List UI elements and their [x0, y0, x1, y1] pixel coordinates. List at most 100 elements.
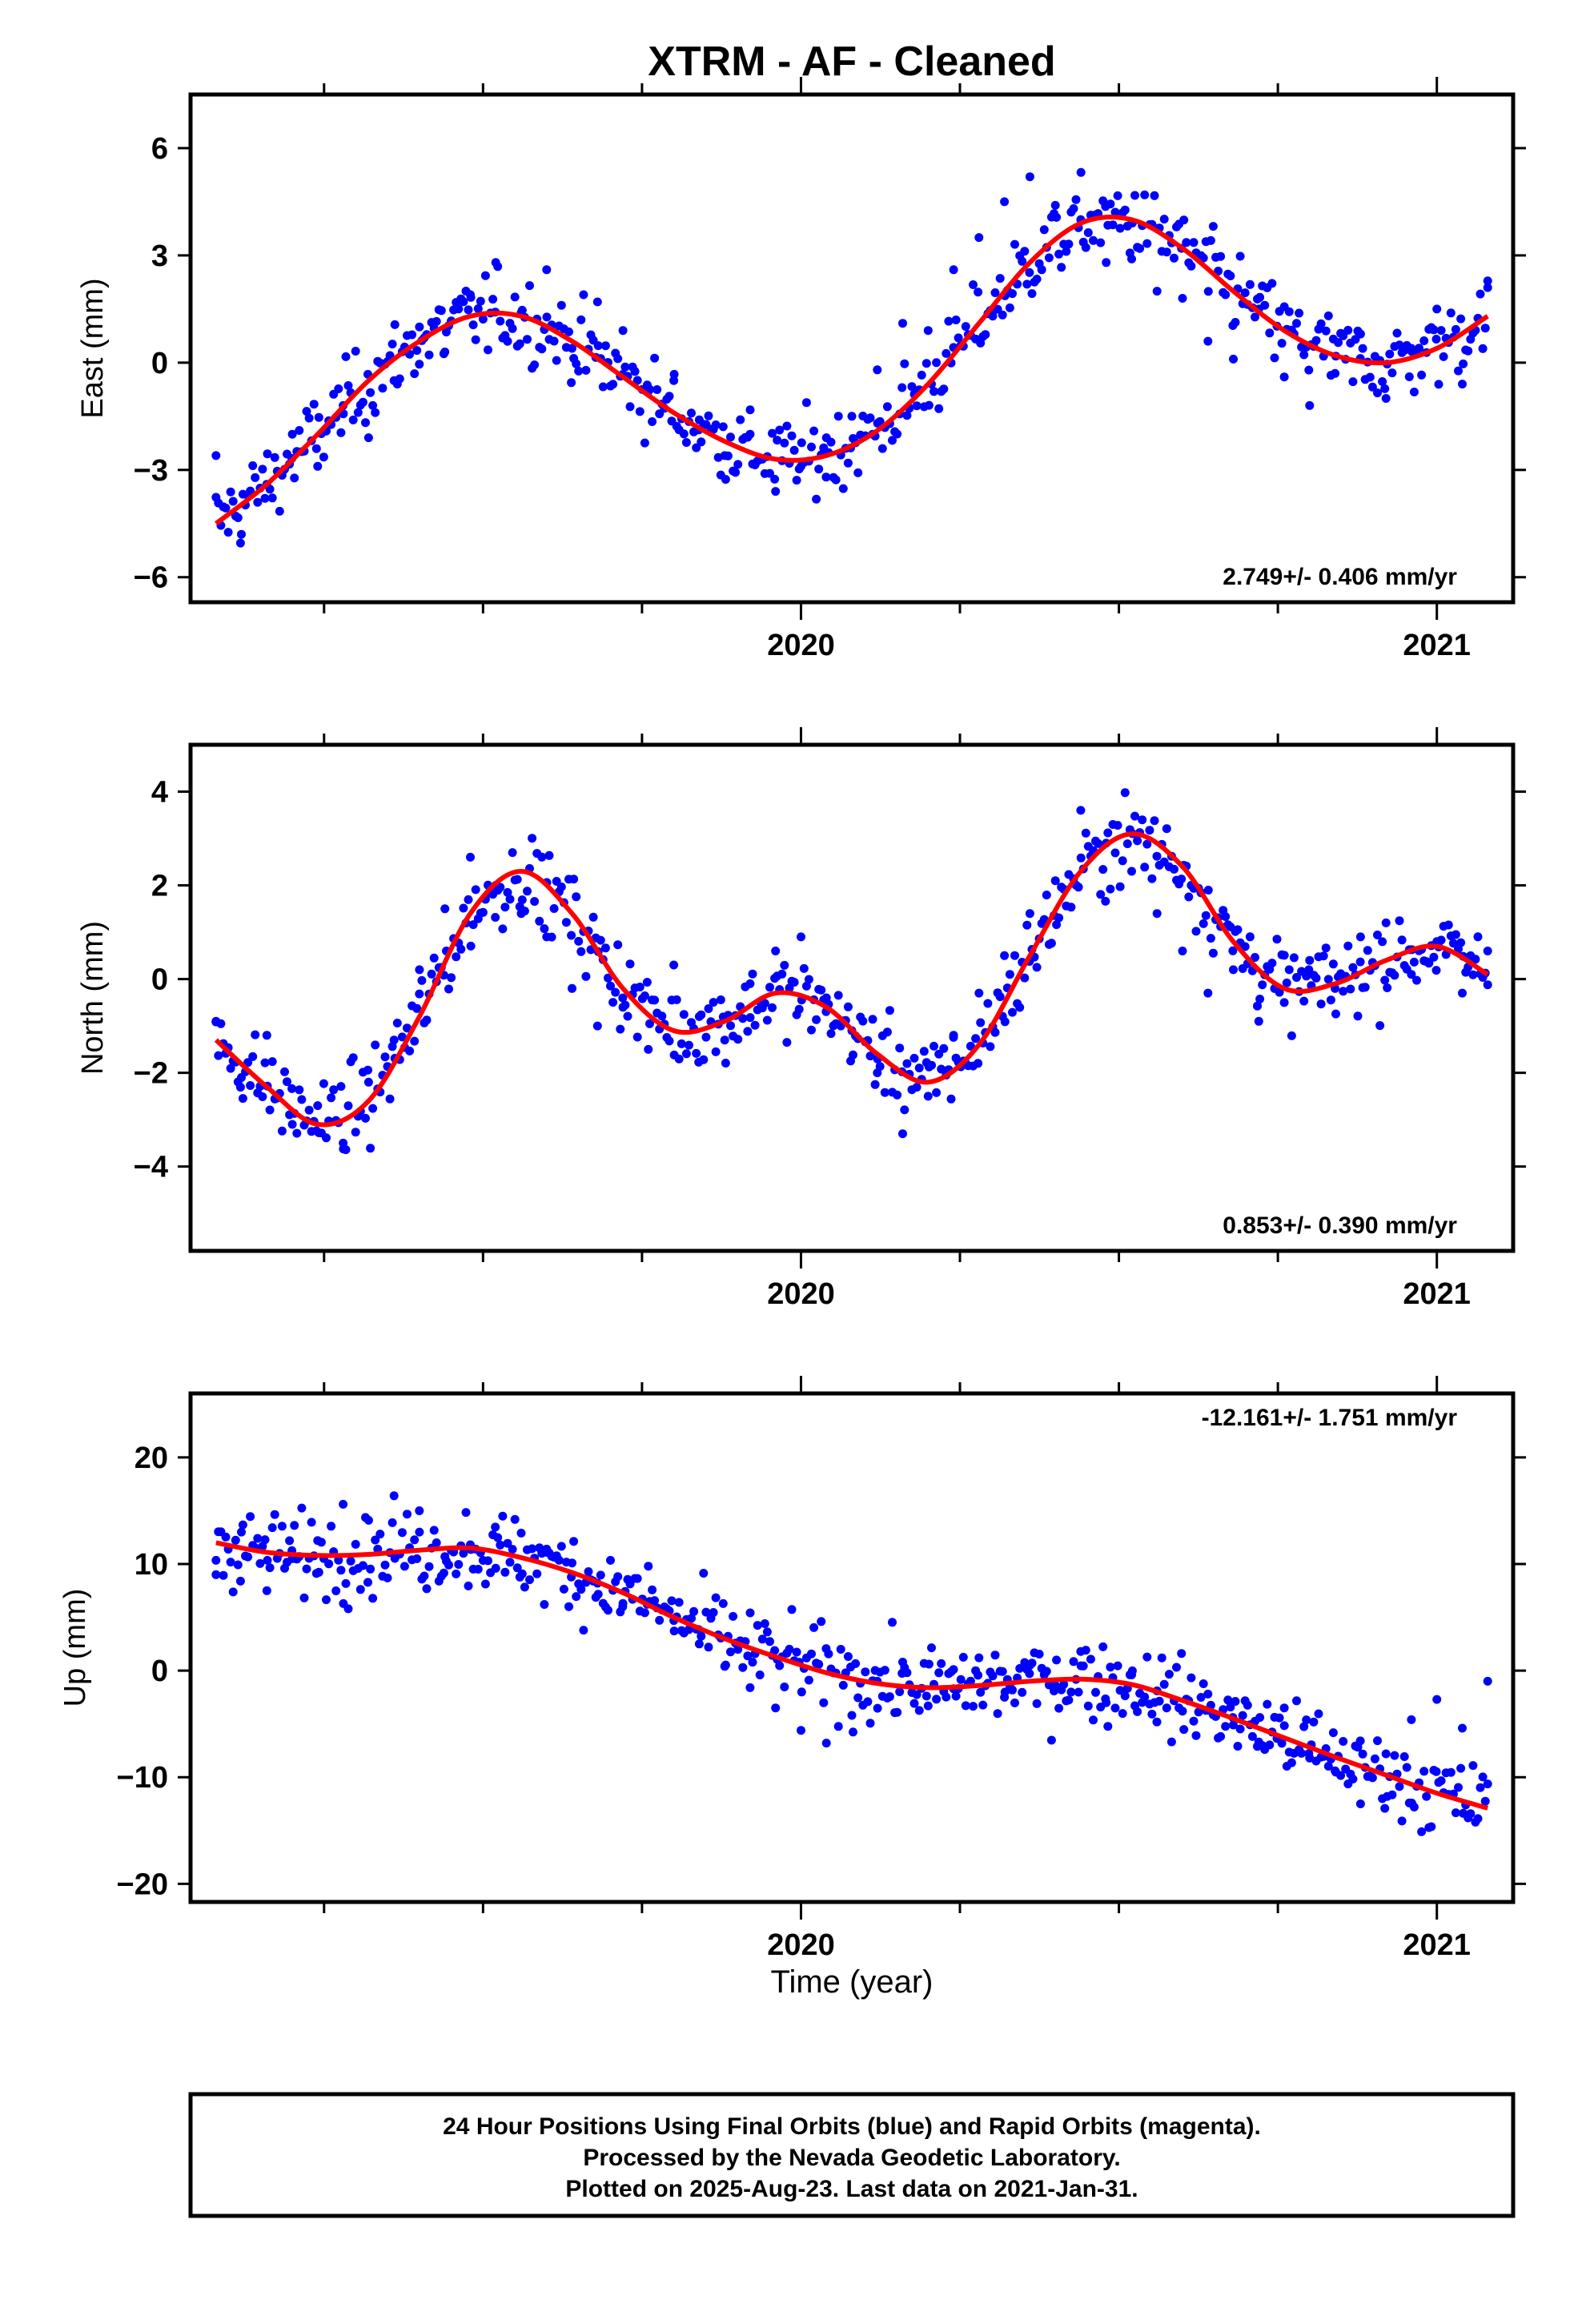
- east-data-point: [843, 458, 853, 468]
- up-data-point: [1402, 1763, 1411, 1772]
- north-y-tick-label: 2: [151, 870, 168, 903]
- up-data-point: [1091, 1687, 1100, 1697]
- up-data-point: [596, 1570, 605, 1580]
- north-data-point: [990, 1027, 1000, 1037]
- up-data-point: [1417, 1827, 1427, 1836]
- east-data-point: [723, 451, 733, 460]
- north-data-point: [1326, 995, 1335, 1005]
- north-data-point: [606, 981, 615, 991]
- north-data-point: [804, 975, 813, 984]
- east-data-point: [1010, 239, 1019, 249]
- east-data-point: [1380, 384, 1390, 393]
- up-data-point: [420, 1571, 429, 1581]
- up-data-point: [733, 1645, 743, 1655]
- north-data-point: [995, 992, 1005, 1002]
- north-data-point: [669, 960, 679, 970]
- north-data-point: [1255, 995, 1265, 1003]
- north-data-point: [238, 1094, 247, 1104]
- up-data-point: [1166, 1737, 1176, 1747]
- north-y-tick-label: −4: [134, 1151, 168, 1184]
- north-data-point: [632, 1032, 642, 1042]
- up-data-point: [285, 1536, 295, 1546]
- north-data-point: [1267, 959, 1277, 968]
- north-data-point: [471, 885, 480, 895]
- up-data-point: [221, 1532, 231, 1542]
- east-data-point: [412, 346, 422, 356]
- east-data-point: [1358, 344, 1367, 353]
- north-data-point: [1076, 806, 1086, 815]
- east-data-point: [461, 287, 471, 296]
- east-y-tick-label: 0: [151, 347, 168, 380]
- east-data-point: [1365, 372, 1375, 382]
- east-data-point: [1404, 372, 1414, 381]
- up-data-point: [644, 1562, 653, 1571]
- east-data-point: [1057, 263, 1066, 272]
- north-data-point: [283, 1077, 291, 1087]
- up-data-point: [237, 1527, 246, 1537]
- up-data-point: [410, 1535, 420, 1545]
- up-data-point: [1287, 1758, 1296, 1767]
- east-data-point: [961, 322, 970, 332]
- east-data-point: [853, 468, 863, 477]
- up-data-point: [368, 1594, 378, 1603]
- north-data-point: [371, 1040, 380, 1050]
- east-data-point: [942, 348, 951, 358]
- up-data-point: [1101, 1694, 1110, 1703]
- up-data-point: [1018, 1687, 1027, 1697]
- up-data-point: [1277, 1739, 1287, 1748]
- up-data-point: [640, 1608, 649, 1618]
- up-data-point: [484, 1556, 492, 1566]
- up-data-point: [1358, 1749, 1367, 1759]
- east-data-point: [510, 292, 520, 302]
- up-data-point: [1174, 1703, 1184, 1713]
- north-data-point: [833, 991, 843, 1000]
- north-data-point: [596, 935, 605, 945]
- north-data-point: [1451, 930, 1460, 939]
- up-data-point: [1407, 1715, 1416, 1724]
- east-data-point: [921, 359, 931, 368]
- north-data-point: [410, 1036, 420, 1046]
- north-data-point: [265, 1105, 275, 1115]
- up-data-point: [480, 1579, 490, 1589]
- up-data-point: [346, 1556, 355, 1566]
- up-data-point: [888, 1618, 897, 1627]
- up-data-point: [863, 1697, 873, 1707]
- north-data-point: [1323, 975, 1333, 984]
- east-data-point: [530, 360, 540, 370]
- up-data-point: [358, 1561, 367, 1570]
- north-data-point: [1390, 971, 1399, 980]
- east-data-point: [650, 353, 660, 363]
- up-data-point: [745, 1608, 755, 1618]
- up-data-point: [1233, 1742, 1243, 1751]
- north-data-point: [569, 875, 579, 884]
- east-data-point: [949, 265, 958, 275]
- east-data-point: [265, 485, 275, 494]
- up-data-point: [1147, 1709, 1157, 1719]
- east-data-point: [775, 425, 785, 435]
- east-data-point: [1417, 370, 1427, 380]
- up-data-point: [510, 1514, 520, 1524]
- north-data-point: [616, 1024, 625, 1034]
- up-data-point: [998, 1667, 1007, 1676]
- east-points-layer: [211, 167, 1492, 548]
- up-data-point: [1189, 1716, 1199, 1726]
- up-data-point: [1387, 1790, 1397, 1799]
- east-data-point: [228, 497, 238, 506]
- north-data-point: [1279, 951, 1289, 960]
- up-data-point: [493, 1533, 503, 1542]
- north-y-tick-label: −2: [134, 1057, 168, 1091]
- north-data-point: [216, 1019, 226, 1028]
- up-data-point: [1203, 1689, 1213, 1699]
- east-data-point: [1478, 344, 1488, 353]
- east-data-point: [311, 444, 321, 453]
- north-data-point: [748, 969, 757, 979]
- up-data-point: [604, 1606, 612, 1615]
- up-data-point: [1339, 1737, 1348, 1746]
- north-data-point: [1008, 1007, 1017, 1017]
- north-data-point: [1245, 932, 1255, 942]
- north-data-point: [799, 963, 809, 973]
- up-data-point: [520, 1582, 529, 1592]
- up-data-point: [336, 1566, 346, 1575]
- east-data-point: [1373, 388, 1382, 398]
- east-data-point: [1284, 307, 1294, 316]
